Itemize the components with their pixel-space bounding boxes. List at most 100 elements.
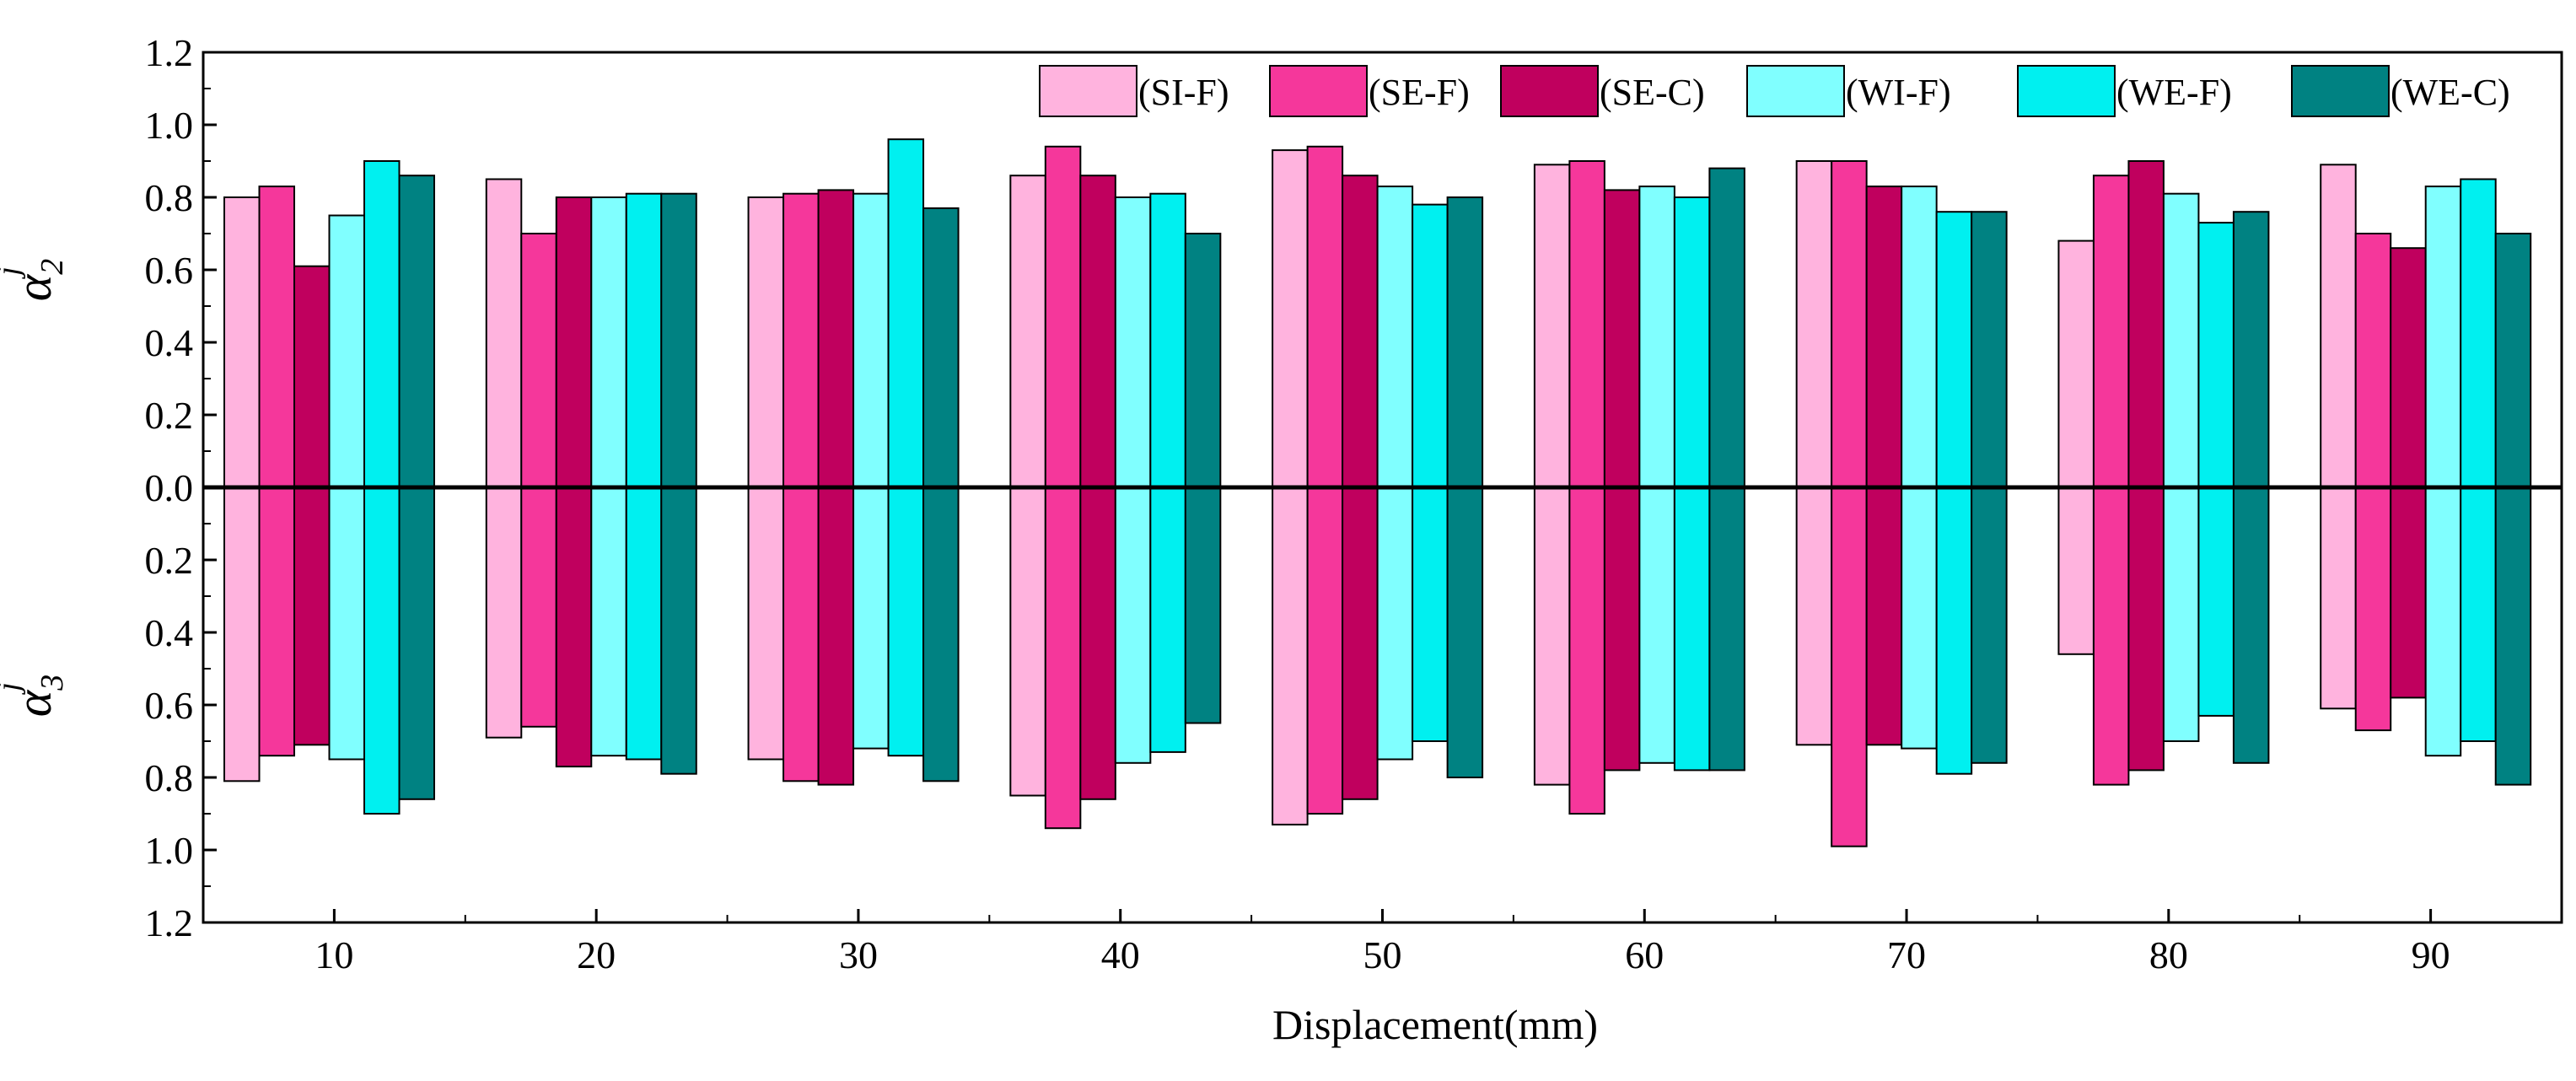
- bar-top-WE-F-30: [887, 138, 925, 488]
- bar-top-WE-C-20: [660, 192, 697, 488]
- bar-bottom-SE-C-80: [2127, 487, 2165, 772]
- bar-bottom-SE-C-20: [555, 487, 593, 768]
- y-axis-title-bottom: α3j: [0, 675, 70, 718]
- x-axis-title: Displacement(mm): [1272, 1001, 1598, 1048]
- bar-bottom-SI-F-80: [2057, 487, 2095, 655]
- x-tick-label: 30: [839, 933, 878, 976]
- bar-bottom-WE-F-40: [1149, 487, 1186, 753]
- bar-top-SE-C-90: [2390, 247, 2427, 488]
- x-tick-label: 50: [1363, 933, 1402, 976]
- bar-top-WI-F-60: [1638, 186, 1675, 488]
- x-tick-label: 60: [1625, 933, 1664, 976]
- bar-top-SE-F-40: [1044, 145, 1082, 489]
- bar-bottom-WE-C-20: [660, 487, 697, 775]
- bar-bottom-SI-F-50: [1272, 487, 1309, 826]
- bar-top-SE-C-80: [2127, 160, 2165, 488]
- bar-top-WE-F-70: [1935, 211, 1973, 488]
- bar-bottom-WE-F-80: [2197, 487, 2235, 717]
- bar-bottom-SE-F-90: [2354, 487, 2392, 732]
- bar-top-WE-F-80: [2197, 222, 2235, 488]
- y-axis-title-bottom-sub: 3: [35, 675, 70, 691]
- y-tick-label-top: 0.0: [145, 466, 194, 509]
- bar-top-SE-C-70: [1865, 186, 1903, 488]
- bar-top-SI-F-10: [223, 196, 261, 488]
- x-tick-label: 80: [2149, 933, 2188, 976]
- y-tick-label-bottom: 0.4: [145, 611, 194, 654]
- bar-bottom-WI-F-60: [1638, 487, 1675, 764]
- bar-bottom-WE-F-60: [1673, 487, 1711, 772]
- y-tick-label-top: 0.6: [145, 249, 194, 292]
- bar-bottom-SE-C-70: [1865, 487, 1903, 746]
- bar-top-WI-F-90: [2424, 186, 2462, 488]
- bar-top-SI-F-20: [485, 178, 523, 488]
- x-tick-label: 20: [577, 933, 616, 976]
- bar-top-SI-F-40: [1009, 175, 1046, 488]
- bar-bottom-SI-F-10: [223, 487, 261, 783]
- bar-bottom-WE-C-10: [398, 487, 435, 800]
- bar-bottom-WE-C-30: [922, 487, 960, 783]
- bar-top-WE-C-50: [1446, 196, 1484, 488]
- bar-top-SE-F-30: [782, 192, 820, 488]
- bar-top-SE-F-20: [520, 233, 557, 488]
- bar-top-SE-F-10: [258, 186, 295, 488]
- bar-top-SE-F-90: [2354, 233, 2392, 488]
- legend-label-WE-C: (WE-C): [2390, 72, 2510, 113]
- x-tick-label: 90: [2412, 933, 2450, 976]
- bar-bottom-SI-F-70: [1795, 487, 1833, 746]
- bar-bottom-SE-C-50: [1342, 487, 1379, 800]
- y-axis-title-top: α2j: [0, 259, 70, 302]
- x-tick-label: 70: [1887, 933, 1926, 976]
- bar-top-SI-F-30: [747, 196, 785, 488]
- bar-top-WI-F-20: [590, 196, 627, 488]
- legend-label-WI-F: (WI-F): [1846, 72, 1951, 113]
- bar-top-SE-C-50: [1342, 175, 1379, 488]
- bar-top-WE-F-50: [1412, 203, 1449, 488]
- bar-bottom-WI-F-40: [1114, 487, 1152, 764]
- bar-top-SI-F-80: [2057, 239, 2095, 488]
- legend-swatch-SI-F: [1039, 65, 1137, 117]
- bar-bottom-SE-C-30: [817, 487, 855, 786]
- y-tick-label-top: 1.2: [145, 31, 194, 74]
- bar-top-WE-F-60: [1673, 196, 1711, 488]
- axes-layer: 0.0 0.2 0.2 0.4 0.4 0.6 0.6 0.8 0.8 1.0 1.0 1.2 1.2 1…: [145, 31, 2563, 976]
- bar-bottom-WE-F-70: [1935, 487, 1973, 775]
- y-tick-label-top: 1.0: [145, 104, 194, 147]
- bar-bottom-WE-F-30: [887, 487, 925, 757]
- y-tick-label-top: 0.8: [145, 176, 194, 219]
- bar-top-SE-C-30: [817, 189, 855, 488]
- bar-bottom-SE-F-60: [1568, 487, 1605, 815]
- bar-bottom-SI-F-90: [2320, 487, 2357, 710]
- legend-swatch-SE-C: [1500, 65, 1599, 117]
- bar-top-WE-C-90: [2494, 233, 2532, 488]
- bar-bottom-WI-F-10: [328, 487, 365, 761]
- bar-bottom-WI-F-70: [1901, 487, 1938, 750]
- bar-bottom-SI-F-20: [485, 487, 523, 739]
- bar-bottom-WE-C-60: [1708, 487, 1745, 772]
- bar-top-SE-F-70: [1831, 160, 1868, 488]
- bar-bottom-WI-F-90: [2424, 487, 2462, 757]
- bar-bottom-WI-F-80: [2162, 487, 2200, 742]
- bar-top-WE-F-90: [2460, 178, 2497, 488]
- bar-bottom-WE-F-10: [363, 487, 401, 815]
- bar-top-WI-F-30: [852, 192, 890, 488]
- bar-top-SE-C-40: [1079, 175, 1116, 488]
- legend-label-SI-F: (SI-F): [1138, 72, 1229, 113]
- bar-bottom-SI-F-60: [1533, 487, 1571, 786]
- y-tick-label-bottom: 0.2: [145, 539, 194, 582]
- bar-top-SI-F-70: [1795, 160, 1833, 488]
- legend-label-SE-C: (SE-C): [1600, 72, 1705, 113]
- x-tick-label: 10: [315, 933, 353, 976]
- axis-titles: Displacement(mm) α2j α3j: [0, 259, 1598, 1048]
- legend-swatch-WE-C: [2291, 65, 2390, 117]
- legend-swatch-WI-F: [1746, 65, 1845, 117]
- bar-top-SE-C-20: [555, 196, 593, 488]
- bar-bottom-WE-C-50: [1446, 487, 1484, 778]
- bar-top-WI-F-40: [1114, 196, 1152, 488]
- bar-top-WE-F-20: [625, 192, 663, 488]
- bar-bottom-SE-C-90: [2390, 487, 2427, 699]
- bar-bottom-WE-C-40: [1184, 487, 1222, 724]
- bar-bottom-SE-F-10: [258, 487, 295, 757]
- y-axis-title-bottom-symbol: α: [6, 689, 62, 717]
- bar-bottom-SI-F-30: [747, 487, 785, 761]
